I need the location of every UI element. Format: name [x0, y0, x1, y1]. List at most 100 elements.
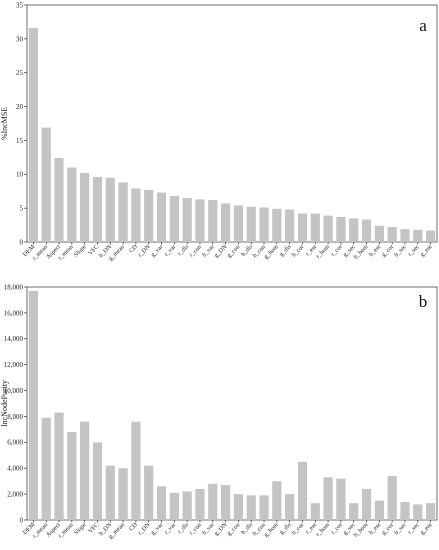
- bar: [361, 488, 372, 520]
- y-tick-label: 2,000: [7, 491, 23, 499]
- bar: [233, 205, 244, 242]
- x-tick-label: Slope: [73, 521, 88, 536]
- bar: [195, 488, 205, 520]
- bar: [208, 200, 218, 242]
- bar: [67, 167, 77, 242]
- y-tick-label: 12,000: [4, 361, 24, 369]
- bar: [105, 177, 115, 242]
- x-tick-label: b_sec: [393, 521, 408, 536]
- x-tick-label: g_DN: [213, 243, 229, 259]
- x-tick-label: r_sec: [407, 243, 421, 257]
- bar: [400, 229, 410, 242]
- x-tick-label: g_con: [226, 243, 242, 259]
- x-tick-label: r_cor: [330, 243, 344, 257]
- panel-label: a: [419, 16, 427, 35]
- y-tick-label: 10,000: [4, 387, 24, 395]
- bar: [246, 206, 256, 242]
- bar: [182, 491, 192, 520]
- bar: [92, 176, 103, 242]
- x-tick-label: r_var: [163, 521, 177, 535]
- bar: [374, 225, 384, 242]
- y-tick-label: 35: [16, 1, 24, 9]
- bar: [41, 417, 51, 520]
- x-tick-label: g_dis: [278, 521, 293, 536]
- bar: [54, 412, 64, 520]
- x-tick-label: r_DN: [137, 243, 152, 258]
- x-tick-label: r_con: [188, 521, 203, 536]
- bar: [425, 230, 436, 242]
- y-tick-label: 0: [20, 516, 24, 524]
- x-tick-label: g_ent: [419, 243, 434, 258]
- x-tick-label: g_hom: [263, 521, 280, 538]
- bar: [41, 127, 51, 242]
- bar: [233, 494, 244, 520]
- panel-label: b: [419, 292, 428, 311]
- bar: [285, 494, 295, 520]
- y-tick-label: 25: [16, 69, 24, 77]
- y-tick-label: 0: [20, 238, 24, 246]
- bar: [118, 182, 128, 242]
- bar: [144, 465, 154, 520]
- bar: [54, 158, 64, 242]
- bar: [259, 495, 269, 520]
- x-tick-label: b_hom: [352, 243, 369, 260]
- bar: [246, 495, 256, 520]
- x-tick-label: g_cor: [380, 243, 395, 258]
- bar: [92, 442, 103, 520]
- bar: [131, 188, 141, 242]
- bar: [169, 492, 179, 520]
- chart-panel-b: 0 2,000 4,000 6,000 8,000 10,000 12,000 14,000 1…: [0, 283, 438, 540]
- plot-frame: [26, 4, 438, 243]
- x-tick-label: b_cor: [290, 521, 305, 536]
- bar: [80, 421, 90, 520]
- bar: [323, 215, 333, 242]
- x-tick-label: r_hom: [315, 521, 332, 538]
- bar: [28, 28, 39, 242]
- bar: [310, 213, 320, 242]
- x-tick-label: g_cor: [380, 521, 395, 536]
- chart-panel-a: 05101520253035DEMr_meanAspectr_meanSlope…: [0, 1, 438, 262]
- y-tick-label: 18,000: [4, 283, 24, 291]
- bar: [259, 207, 269, 242]
- y-tick-label: 15: [16, 137, 24, 145]
- x-tick-label: r_sec: [407, 521, 421, 535]
- bar: [195, 199, 205, 242]
- x-tick-label: g_DN: [213, 521, 229, 537]
- x-tick-label: g_ent: [419, 521, 434, 536]
- bar: [118, 468, 128, 520]
- bar: [349, 218, 359, 242]
- y-tick-label: 10: [16, 171, 24, 179]
- bar: [323, 477, 333, 520]
- x-tick-label: g_var: [150, 521, 165, 536]
- x-tick-label: b_ent: [368, 521, 383, 536]
- y-tick-label: 20: [16, 103, 24, 111]
- bar: [349, 503, 359, 520]
- bar: [336, 478, 346, 520]
- bar: [156, 486, 167, 520]
- x-tick-label: Slope: [73, 243, 88, 258]
- bar: [144, 189, 154, 242]
- bar: [169, 195, 179, 242]
- bar: [361, 219, 372, 242]
- y-tick-label: 14,000: [4, 335, 24, 343]
- bar: [220, 203, 231, 242]
- x-tick-label: g_var: [150, 243, 165, 258]
- bar: [67, 431, 77, 520]
- bar: [387, 475, 397, 520]
- y-tick-label: 16,000: [4, 309, 24, 317]
- x-tick-label: g_con: [226, 521, 242, 537]
- bar: [336, 216, 346, 242]
- x-tick-label: CD: [128, 243, 139, 254]
- bar: [413, 229, 423, 242]
- bar: [182, 197, 192, 242]
- bar: [387, 227, 397, 242]
- bar: [285, 209, 295, 242]
- x-tick-label: b_ent: [368, 243, 383, 258]
- x-tick-label: CD: [128, 521, 139, 532]
- bar: [310, 503, 320, 520]
- bar: [105, 465, 115, 520]
- y-axis-label: IncNodePurity: [0, 380, 9, 427]
- y-tick-label: 6,000: [7, 439, 23, 447]
- y-tick-label: 8,000: [7, 413, 23, 421]
- y-tick-label: 4,000: [7, 465, 23, 473]
